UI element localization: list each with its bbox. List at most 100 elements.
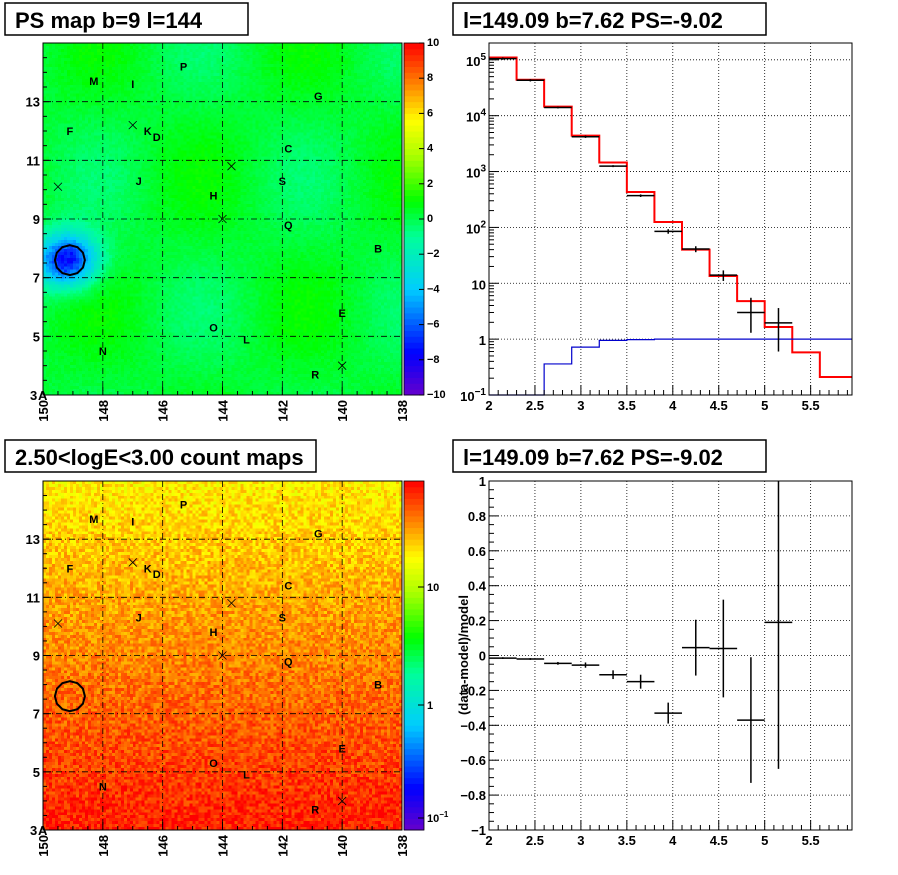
source-label: B xyxy=(374,680,382,692)
colorbar-cell xyxy=(404,101,424,109)
source-label: C xyxy=(284,144,292,156)
residual-point xyxy=(571,662,600,668)
colorbar-cell xyxy=(404,818,424,825)
data-point xyxy=(626,194,655,198)
source-label: N xyxy=(99,346,107,358)
x-tick-label: 3 xyxy=(577,398,584,413)
colorbar-cell xyxy=(404,783,424,790)
source-label: Q xyxy=(284,656,293,668)
source-label: R xyxy=(311,805,319,817)
colorbar-cell xyxy=(404,265,424,273)
colorbar-cell xyxy=(404,684,424,691)
source-label: L xyxy=(243,334,250,346)
colorbar-cell xyxy=(404,608,424,616)
tick-base: 10 xyxy=(472,277,486,292)
cross-marker xyxy=(227,598,236,608)
colorbar-cell xyxy=(404,719,424,726)
colorbar-cell xyxy=(404,330,424,337)
colorbar-cell xyxy=(404,318,424,326)
y-tick-label: 9 xyxy=(33,649,40,664)
colorbar-cell xyxy=(404,166,424,173)
source-label: J xyxy=(136,176,142,188)
data-point xyxy=(737,297,765,333)
colorbar-cell xyxy=(404,260,424,267)
tick-base: 10 xyxy=(427,813,439,825)
source-label: R xyxy=(311,369,319,381)
source-label: H xyxy=(210,191,218,203)
source-label: F xyxy=(67,563,74,575)
y-tick-label: −0.8 xyxy=(460,788,486,803)
y-axis-label: (data-model)/model xyxy=(456,595,471,715)
colorbar-cell xyxy=(404,504,424,511)
residual-point xyxy=(599,670,627,680)
colorbar-cell xyxy=(404,172,424,179)
colorbar-cell xyxy=(404,562,424,569)
cross-marker xyxy=(53,619,63,628)
colorbar-cell xyxy=(404,550,424,558)
colorbar-cell xyxy=(404,591,424,598)
colorbar-cell xyxy=(404,207,424,214)
colorbar-cell xyxy=(404,348,424,355)
colorbar-cell xyxy=(404,795,424,802)
source-label: S xyxy=(279,613,286,625)
y-tick-label: −0.2 xyxy=(460,683,486,698)
colorbar-cell xyxy=(404,119,424,126)
cross-stroke xyxy=(227,598,236,608)
cross-marker xyxy=(128,120,138,130)
data-point xyxy=(489,57,517,60)
grid xyxy=(489,43,852,395)
x-tick-label: 150 xyxy=(36,400,51,422)
source-label: J xyxy=(136,613,142,625)
colorbar-cell xyxy=(404,568,424,575)
colorbar-cell xyxy=(404,812,424,819)
x-tick-label: 2.5 xyxy=(526,833,544,848)
colorbar-tick-label: 6 xyxy=(427,107,433,119)
cross-stroke xyxy=(218,214,227,224)
colorbar-cell xyxy=(404,72,424,79)
colorbar-cell xyxy=(404,678,424,686)
x-tick-label: 150 xyxy=(36,835,51,857)
source-label: H xyxy=(210,627,218,639)
x-tick-label: 4.5 xyxy=(710,398,728,413)
y-tick-label: 11 xyxy=(26,153,40,168)
y-tick-label: 3 xyxy=(30,823,37,838)
y-tick-label: −1 xyxy=(471,823,486,838)
colorbar-cell xyxy=(404,800,424,808)
colorbar-cell xyxy=(404,521,424,529)
colorbar-cell xyxy=(404,295,424,302)
colorbar-cell xyxy=(404,486,424,494)
data-point xyxy=(599,165,627,168)
colorbar-cell xyxy=(404,371,424,378)
x-tick-label: 4.5 xyxy=(710,833,728,848)
source-label: Q xyxy=(284,220,293,232)
y-tick-label: 9 xyxy=(33,212,40,227)
cross-stroke xyxy=(128,120,138,130)
y-tick-label: 105 xyxy=(466,52,486,69)
y-tick-label: 0 xyxy=(479,649,486,664)
colorbar-cell xyxy=(404,60,424,67)
colorbar-cell xyxy=(404,242,424,249)
colorbar-cell xyxy=(404,95,424,103)
tick-base: 10 xyxy=(466,221,480,236)
colorbar-cell xyxy=(404,154,424,161)
data-point xyxy=(571,135,600,138)
residual-point xyxy=(516,658,545,660)
y-tick-label: 5 xyxy=(33,329,40,344)
colorbar-cell xyxy=(404,113,424,120)
colorbar-tick-label: 4 xyxy=(427,143,434,155)
colorbar-tick-label: 1 xyxy=(427,700,433,712)
title-box xyxy=(452,439,767,473)
colorbar-cell xyxy=(404,510,424,517)
colorbar-cell xyxy=(404,702,424,709)
colorbar-cell xyxy=(404,271,424,279)
x-tick-label: 5 xyxy=(761,833,768,848)
colorbar: 10 1 10−1 xyxy=(403,480,449,831)
colorbar-cell xyxy=(404,533,424,540)
colorbar-cell xyxy=(404,312,424,320)
colorbar-cell xyxy=(404,655,424,662)
colorbar-cell xyxy=(404,789,424,796)
y-tick-label: −0.6 xyxy=(460,753,486,768)
colorbar-tick-label: 10−1 xyxy=(427,810,449,825)
x-tick-label: 3 xyxy=(577,833,584,848)
x-tick-label: 148 xyxy=(96,835,111,857)
